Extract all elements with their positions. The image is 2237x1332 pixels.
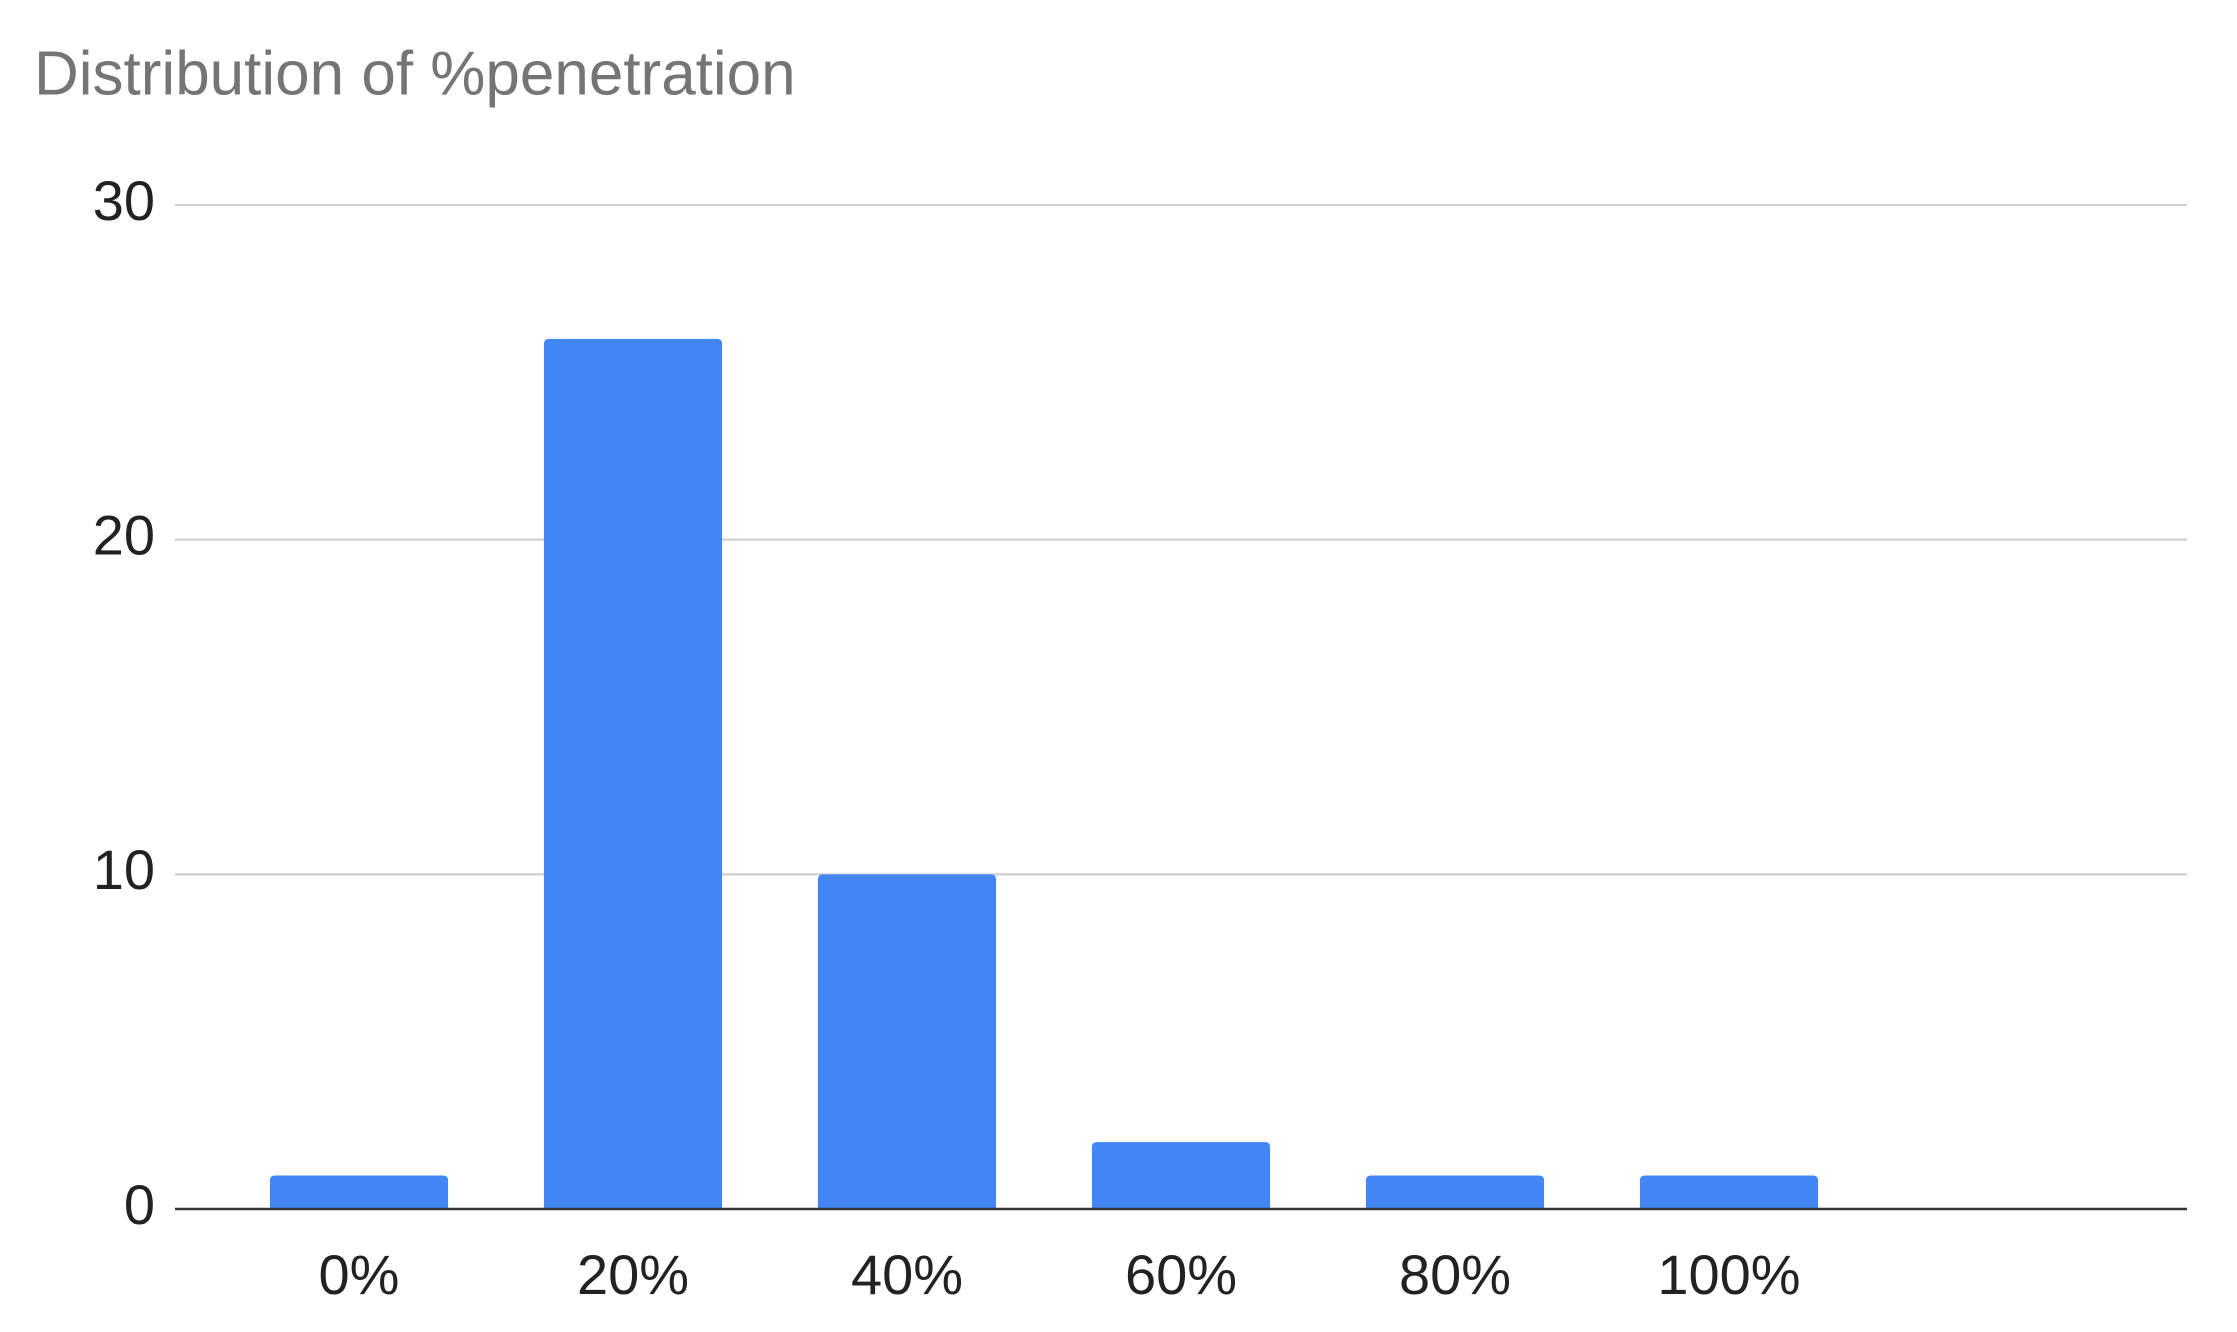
bar: [543, 338, 723, 1209]
x-tick-label: 100%: [1657, 1243, 1800, 1306]
x-tick-label: 60%: [1125, 1243, 1237, 1306]
bar: [1365, 1175, 1545, 1209]
bar: [1091, 1142, 1271, 1209]
bar: [1639, 1175, 1819, 1209]
bar: [269, 1175, 449, 1209]
chart-title: Distribution of %penetration: [34, 39, 796, 108]
y-tick-label: 20: [93, 503, 155, 566]
x-tick-label: 40%: [851, 1243, 963, 1306]
y-tick-label: 30: [93, 169, 155, 232]
x-tick-label: 80%: [1399, 1243, 1511, 1306]
y-tick-label: 0: [124, 1173, 155, 1236]
x-tick-label: 0%: [319, 1243, 400, 1306]
y-tick-label: 10: [93, 838, 155, 901]
bar: [817, 874, 997, 1209]
x-tick-label: 20%: [577, 1243, 689, 1306]
